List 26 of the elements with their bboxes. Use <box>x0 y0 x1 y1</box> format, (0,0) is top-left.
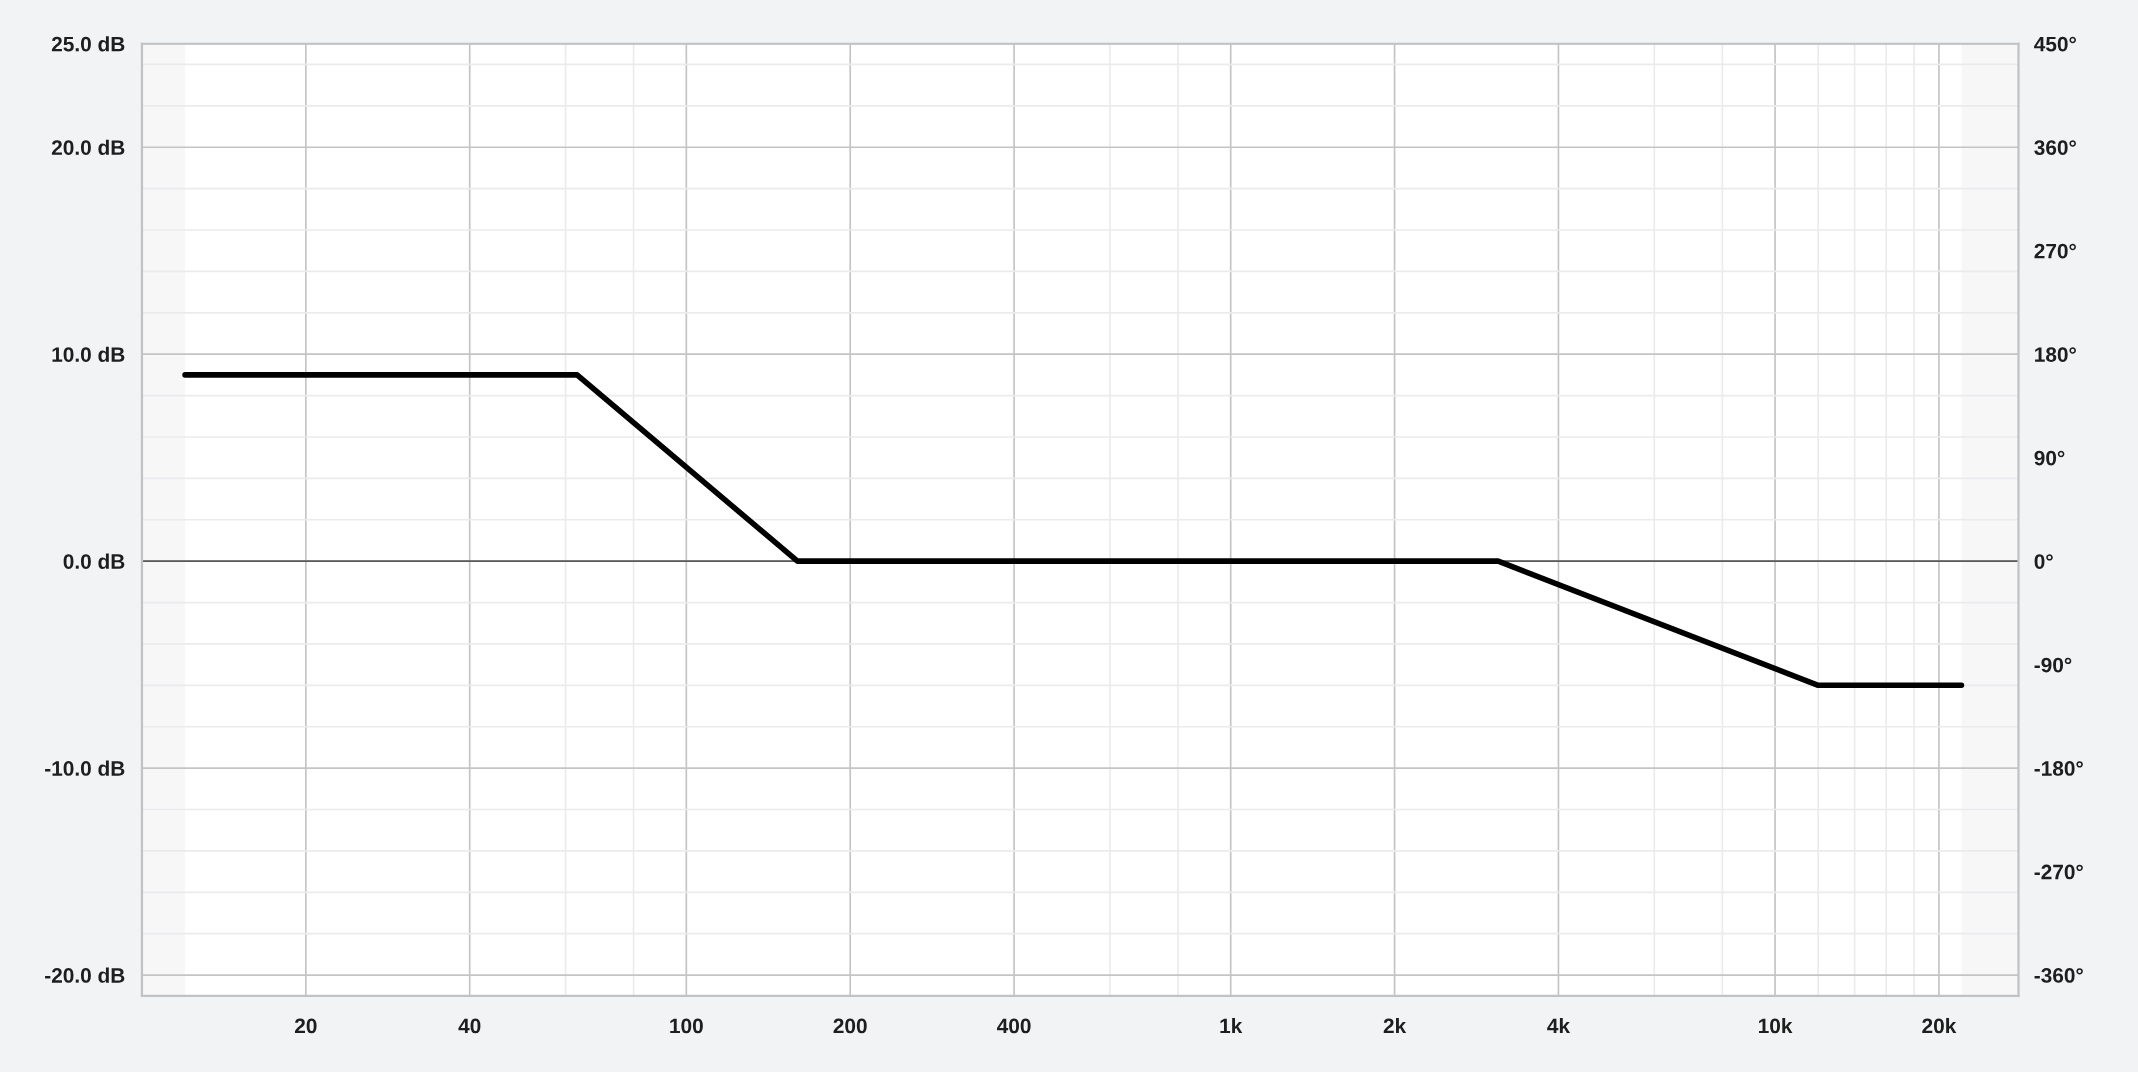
y-tick-label: 10.0 dB <box>52 346 125 362</box>
y2-tick-label: 270° <box>2034 243 2076 259</box>
y2-tick-label: -270° <box>2034 864 2083 880</box>
y-tick-label: -10.0 dB <box>45 760 125 776</box>
y2-tick-label: 0° <box>2034 554 2053 569</box>
y-tick-label: -20.0 dB <box>45 967 125 983</box>
x-tick-label: 1k <box>1220 1018 1243 1034</box>
y2-tick-label: -90° <box>2034 657 2072 673</box>
y2-tick-label: 450° <box>2034 36 2076 52</box>
y-tick-label: 20.0 dB <box>51 139 125 155</box>
x-tick-label: 20 <box>294 1018 317 1034</box>
y2-tick-label: -360° <box>2034 968 2083 983</box>
x-tick-label: 200 <box>833 1018 867 1034</box>
x-tick-label: 20k <box>1922 1018 1957 1034</box>
x-tick-label: 10k <box>1759 1018 1793 1034</box>
x-tick-label: 100 <box>670 1018 703 1034</box>
y2-tick-label: 180° <box>2035 347 2076 362</box>
y2-tick-label: -180° <box>2034 761 2083 776</box>
x-tick-label: 40 <box>458 1018 481 1034</box>
y-tick-label: 25.0 dB <box>51 36 125 52</box>
y2-tick-label: 90° <box>2034 450 2065 466</box>
x-tick-label: 400 <box>997 1018 1031 1034</box>
x-tick-label: 2k <box>1383 1018 1407 1034</box>
y2-tick-label: 360° <box>2034 140 2076 155</box>
x-tick-label: 4k <box>1547 1018 1571 1034</box>
y-tick-label: 0.0 dB <box>63 553 125 569</box>
